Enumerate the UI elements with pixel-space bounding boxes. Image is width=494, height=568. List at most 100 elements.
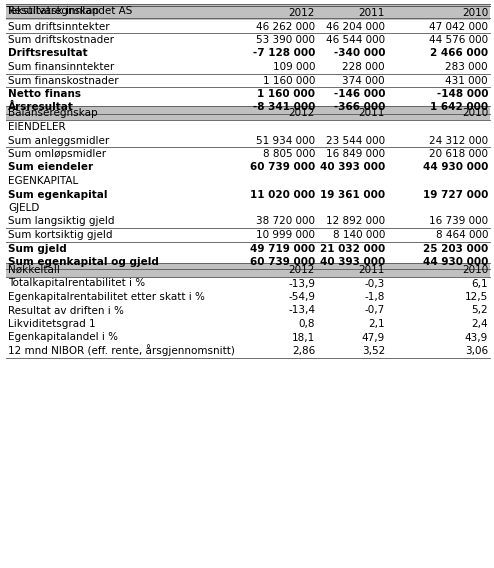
Text: Sum egenkapital og gjeld: Sum egenkapital og gjeld bbox=[8, 257, 159, 267]
Text: 60 739 000: 60 739 000 bbox=[250, 257, 315, 267]
Text: 12 mnd NIBOR (eff. rente, årsgjennomsnitt): 12 mnd NIBOR (eff. rente, årsgjennomsnit… bbox=[8, 344, 235, 356]
Text: EGENKAPITAL: EGENKAPITAL bbox=[8, 176, 78, 186]
Text: Sum finansinntekter: Sum finansinntekter bbox=[8, 62, 114, 72]
Text: 2012: 2012 bbox=[288, 265, 315, 275]
Text: 44 576 000: 44 576 000 bbox=[429, 35, 488, 45]
Text: 12,5: 12,5 bbox=[465, 292, 488, 302]
Text: 2012: 2012 bbox=[288, 8, 315, 18]
Text: 40 393 000: 40 393 000 bbox=[320, 162, 385, 173]
Text: 38 720 000: 38 720 000 bbox=[256, 216, 315, 227]
Text: 2012: 2012 bbox=[288, 108, 315, 119]
Text: Tekstilvask innlandet AS: Tekstilvask innlandet AS bbox=[6, 6, 132, 15]
Text: 12 892 000: 12 892 000 bbox=[326, 216, 385, 227]
Bar bbox=[6, 106, 490, 120]
Text: Likviditetsgrad 1: Likviditetsgrad 1 bbox=[8, 319, 96, 329]
Text: 21 032 000: 21 032 000 bbox=[320, 244, 385, 253]
Text: 228 000: 228 000 bbox=[342, 62, 385, 72]
Text: Sum finanskostnader: Sum finanskostnader bbox=[8, 76, 119, 86]
Text: 109 000: 109 000 bbox=[273, 62, 315, 72]
Text: 3,06: 3,06 bbox=[465, 346, 488, 356]
Text: 2010: 2010 bbox=[462, 108, 488, 119]
Text: Sum driftskostnader: Sum driftskostnader bbox=[8, 35, 114, 45]
Text: -340 000: -340 000 bbox=[333, 48, 385, 59]
Text: 60 739 000: 60 739 000 bbox=[250, 162, 315, 173]
Text: 2010: 2010 bbox=[462, 8, 488, 18]
Text: -1,8: -1,8 bbox=[365, 292, 385, 302]
Text: Nøkkeltall: Nøkkeltall bbox=[8, 265, 60, 275]
Text: 11 020 000: 11 020 000 bbox=[250, 190, 315, 199]
Text: 47,9: 47,9 bbox=[362, 332, 385, 343]
Text: 2010: 2010 bbox=[462, 265, 488, 275]
Text: 1 642 000: 1 642 000 bbox=[430, 102, 488, 112]
Text: Sum omløpsmidler: Sum omløpsmidler bbox=[8, 149, 106, 159]
Text: -13,4: -13,4 bbox=[288, 306, 315, 315]
Text: 25 203 000: 25 203 000 bbox=[423, 244, 488, 253]
Text: EIENDELER: EIENDELER bbox=[8, 122, 66, 132]
Text: 46 204 000: 46 204 000 bbox=[326, 22, 385, 31]
Text: 2,4: 2,4 bbox=[471, 319, 488, 329]
Text: Balanseregnskap: Balanseregnskap bbox=[8, 108, 98, 119]
Text: 23 544 000: 23 544 000 bbox=[326, 136, 385, 145]
Text: 8 140 000: 8 140 000 bbox=[332, 230, 385, 240]
Text: 46 544 000: 46 544 000 bbox=[326, 35, 385, 45]
Text: 431 000: 431 000 bbox=[446, 76, 488, 86]
Text: -13,9: -13,9 bbox=[288, 278, 315, 289]
Text: -7 128 000: -7 128 000 bbox=[252, 48, 315, 59]
Text: 53 390 000: 53 390 000 bbox=[256, 35, 315, 45]
Text: 20 618 000: 20 618 000 bbox=[429, 149, 488, 159]
Text: 8 464 000: 8 464 000 bbox=[436, 230, 488, 240]
Text: Egenkapitalandel i %: Egenkapitalandel i % bbox=[8, 332, 118, 343]
Text: 19 361 000: 19 361 000 bbox=[320, 190, 385, 199]
Text: 2011: 2011 bbox=[359, 8, 385, 18]
Text: -146 000: -146 000 bbox=[333, 89, 385, 99]
Text: Driftsresultat: Driftsresultat bbox=[8, 48, 87, 59]
Text: Sum anleggsmidler: Sum anleggsmidler bbox=[8, 136, 109, 145]
Text: 1 160 000: 1 160 000 bbox=[263, 76, 315, 86]
Text: -0,3: -0,3 bbox=[365, 278, 385, 289]
Text: Egenkapitalrentabilitet etter skatt i %: Egenkapitalrentabilitet etter skatt i % bbox=[8, 292, 205, 302]
Text: Netto finans: Netto finans bbox=[8, 89, 81, 99]
Text: 19 727 000: 19 727 000 bbox=[423, 190, 488, 199]
Text: 49 719 000: 49 719 000 bbox=[250, 244, 315, 253]
Text: 5,2: 5,2 bbox=[471, 306, 488, 315]
Text: -0,7: -0,7 bbox=[365, 306, 385, 315]
Text: 2,86: 2,86 bbox=[292, 346, 315, 356]
Text: 16 849 000: 16 849 000 bbox=[326, 149, 385, 159]
Text: GJELD: GJELD bbox=[8, 203, 40, 213]
Text: 46 262 000: 46 262 000 bbox=[256, 22, 315, 31]
Text: 18,1: 18,1 bbox=[292, 332, 315, 343]
Text: 44 930 000: 44 930 000 bbox=[423, 257, 488, 267]
Text: 2011: 2011 bbox=[359, 265, 385, 275]
Text: 6,1: 6,1 bbox=[471, 278, 488, 289]
Text: 51 934 000: 51 934 000 bbox=[256, 136, 315, 145]
Text: 2 466 000: 2 466 000 bbox=[430, 48, 488, 59]
Text: 47 042 000: 47 042 000 bbox=[429, 22, 488, 31]
Text: Sum driftsinntekter: Sum driftsinntekter bbox=[8, 22, 110, 31]
Text: Resultatregnskap: Resultatregnskap bbox=[8, 6, 99, 16]
Text: 16 739 000: 16 739 000 bbox=[429, 216, 488, 227]
Bar bbox=[6, 3, 490, 18]
Text: 0,8: 0,8 bbox=[298, 319, 315, 329]
Text: Sum kortsiktig gjeld: Sum kortsiktig gjeld bbox=[8, 230, 113, 240]
Text: -8 341 000: -8 341 000 bbox=[252, 102, 315, 112]
Bar bbox=[6, 262, 490, 277]
Text: -148 000: -148 000 bbox=[437, 89, 488, 99]
Text: 374 000: 374 000 bbox=[342, 76, 385, 86]
Text: 44 930 000: 44 930 000 bbox=[423, 162, 488, 173]
Bar bbox=[6, 6, 490, 19]
Text: -366 000: -366 000 bbox=[333, 102, 385, 112]
Text: Sum egenkapital: Sum egenkapital bbox=[8, 190, 108, 199]
Text: Sum langsiktig gjeld: Sum langsiktig gjeld bbox=[8, 216, 115, 227]
Text: 3,52: 3,52 bbox=[362, 346, 385, 356]
Text: 2011: 2011 bbox=[359, 108, 385, 119]
Text: Årsresultat: Årsresultat bbox=[8, 102, 74, 112]
Text: 24 312 000: 24 312 000 bbox=[429, 136, 488, 145]
Text: -54,9: -54,9 bbox=[288, 292, 315, 302]
Text: 43,9: 43,9 bbox=[465, 332, 488, 343]
Text: 40 393 000: 40 393 000 bbox=[320, 257, 385, 267]
Text: 2,1: 2,1 bbox=[369, 319, 385, 329]
Text: Resultat av driften i %: Resultat av driften i % bbox=[8, 306, 124, 315]
Text: Sum gjeld: Sum gjeld bbox=[8, 244, 67, 253]
Text: Totalkapitalrentabilitet i %: Totalkapitalrentabilitet i % bbox=[8, 278, 145, 289]
Text: 8 805 000: 8 805 000 bbox=[263, 149, 315, 159]
